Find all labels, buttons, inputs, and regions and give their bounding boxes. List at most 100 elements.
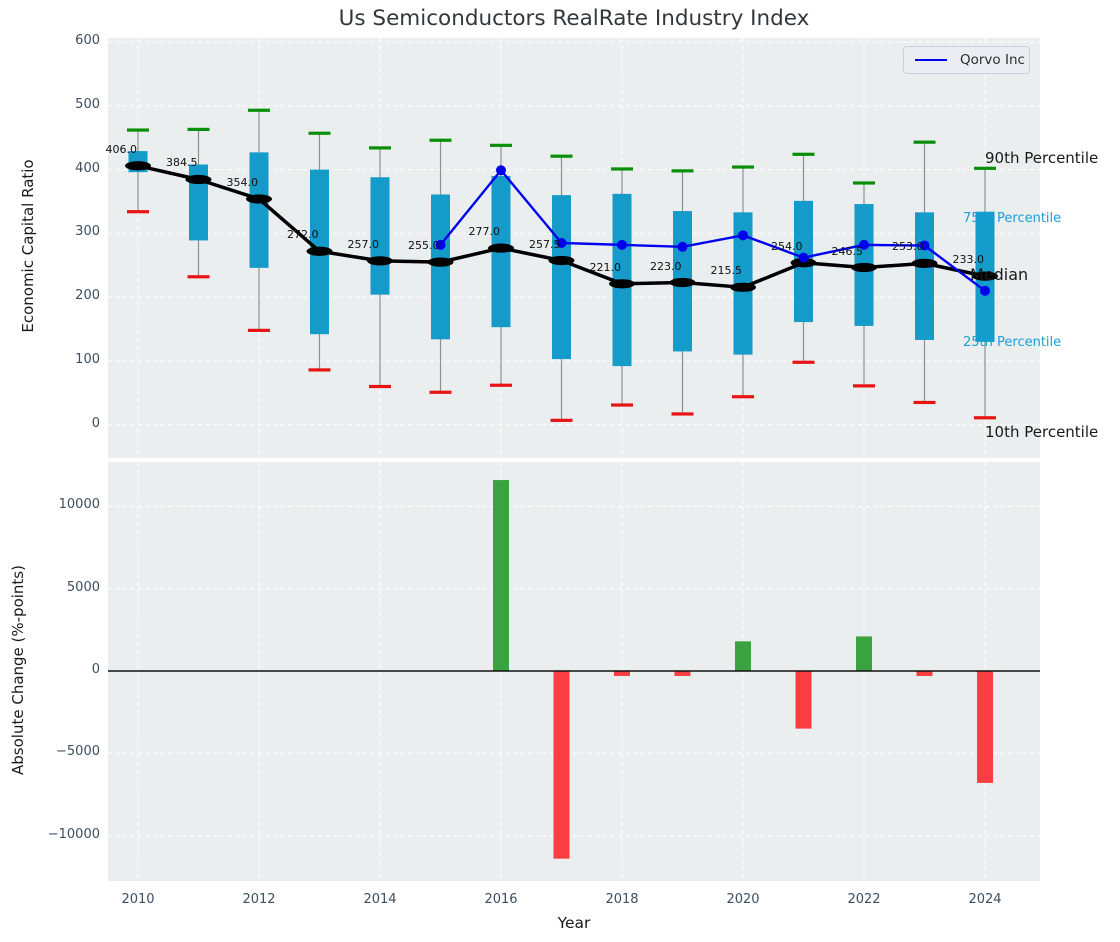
- x-axis-label: Year: [557, 914, 591, 932]
- median-value-label-2020: 215.5: [710, 264, 743, 278]
- xtick-2018: 2018: [605, 892, 639, 907]
- iqr-box-2017: [552, 195, 571, 360]
- p10-cap-2021: [792, 360, 815, 364]
- company-point-2022: [859, 239, 869, 250]
- top-ytick-400: 400: [75, 160, 100, 176]
- company-point-2017: [556, 237, 567, 248]
- company-point-2016: [496, 165, 506, 176]
- bottom-ytick-0: 0: [91, 662, 100, 677]
- bottom-ytick-5000: 5000: [66, 579, 100, 595]
- median-value-label-2024: 233.0: [952, 253, 985, 267]
- p90-cap-2023: [913, 140, 936, 144]
- p90-cap-2010: [127, 128, 149, 132]
- p90-cap-2014: [369, 146, 391, 150]
- company-point-2021: [798, 252, 809, 263]
- company-point-2024: [980, 285, 990, 296]
- median-value-label-2014: 257.0: [347, 237, 380, 251]
- median-marker-2012: [246, 194, 272, 204]
- legend-line-icon: [915, 59, 947, 61]
- p90-cap-2019: [671, 169, 694, 173]
- chart-title: Us Semiconductors RealRate Industry Inde…: [338, 6, 810, 31]
- p10-cap-2016: [490, 383, 512, 387]
- bar-2016: [493, 480, 509, 671]
- median-value-label-2010: 406.0: [105, 142, 138, 156]
- right-label-median: Median: [970, 264, 1029, 284]
- company-point-2020: [738, 230, 748, 241]
- iqr-box-2014: [370, 177, 390, 295]
- p90-cap-2021: [792, 152, 815, 156]
- median-value-label-2015: 255.0: [408, 239, 440, 253]
- company-point-2015: [435, 239, 446, 250]
- p10-cap-2015: [429, 390, 452, 394]
- median-marker-2017: [548, 255, 575, 266]
- company-point-2018: [617, 239, 627, 250]
- median-value-label-2021: 254.0: [771, 239, 803, 253]
- median-value-label-2019: 223.0: [650, 259, 682, 273]
- p90-cap-2022: [853, 181, 875, 185]
- bar-2018: [614, 671, 630, 676]
- top-ytick-500: 500: [75, 96, 100, 112]
- median-marker-2011: [185, 174, 212, 185]
- bottom-ytick--5000: −5000: [56, 744, 100, 760]
- company-point-2019: [677, 241, 688, 252]
- median-value-label-2012: 354.0: [226, 175, 259, 189]
- median-marker-2024: [972, 271, 998, 281]
- right-label-10th-percentile: 10th Percentile: [985, 423, 1099, 442]
- bottom-ytick--10000: −10000: [47, 826, 100, 842]
- company-point-2023: [919, 240, 930, 251]
- bar-2019: [674, 671, 691, 676]
- median-marker-2020: [730, 282, 756, 292]
- xtick-2010: 2010: [121, 892, 155, 907]
- xtick-2014: 2014: [363, 892, 397, 907]
- p10-cap-2018: [611, 403, 633, 407]
- p10-cap-2024: [974, 416, 996, 420]
- median-marker-2019: [669, 277, 696, 288]
- p90-cap-2015: [429, 138, 452, 142]
- p90-cap-2012: [248, 108, 270, 112]
- median-marker-2018: [609, 279, 635, 289]
- bar-2021: [795, 671, 812, 729]
- top-ytick-0: 0: [91, 415, 100, 431]
- bar-2022: [856, 636, 872, 671]
- p10-cap-2011: [187, 275, 210, 279]
- company-line: [439, 168, 986, 292]
- median-marker-2016: [488, 243, 514, 253]
- iqr-box-2015: [431, 194, 450, 340]
- p10-cap-2023: [913, 400, 936, 405]
- bar-2017: [553, 671, 570, 859]
- xtick-2020: 2020: [726, 892, 760, 907]
- median-value-label-2011: 384.5: [166, 156, 198, 170]
- median-value-label-2016: 277.0: [468, 225, 501, 239]
- top-y-axis-label: Economic Capital Ratio: [19, 159, 37, 333]
- p10-cap-2010: [127, 210, 149, 214]
- median-value-label-2023: 253.0: [892, 240, 924, 254]
- xtick-2022: 2022: [847, 892, 881, 907]
- median-value-label-2013: 272.0: [287, 228, 319, 242]
- median-marker-2013: [306, 246, 333, 256]
- legend-label: Qorvo Inc: [960, 52, 1025, 68]
- top-ytick-100: 100: [75, 352, 100, 367]
- median-value-label-2018: 221.0: [589, 260, 622, 274]
- bottom-y-axis-label: Absolute Change (%-points): [9, 565, 27, 775]
- p10-cap-2019: [671, 412, 694, 416]
- iqr-box-2023: [915, 212, 934, 340]
- median-value-label-2022: 246.5: [831, 244, 864, 258]
- median-value-label-2017: 257.5: [529, 237, 561, 251]
- bar-2023: [916, 671, 933, 676]
- p90-cap-2018: [611, 167, 633, 171]
- p90-cap-2011: [187, 127, 210, 132]
- top-ytick-600: 600: [75, 33, 100, 48]
- p90-cap-2013: [308, 131, 331, 135]
- p10-cap-2014: [369, 384, 391, 389]
- legend: Qorvo Inc: [903, 46, 1030, 74]
- p10-cap-2012: [248, 328, 270, 332]
- top-ytick-300: 300: [75, 224, 100, 240]
- bar-2020: [735, 641, 751, 671]
- bottom-ytick-10000: 10000: [58, 497, 100, 513]
- right-label-90th-percentile: 90th Percentile: [985, 148, 1099, 167]
- p90-cap-2017: [550, 154, 573, 158]
- median-marker-2022: [851, 262, 877, 273]
- xtick-2016: 2016: [484, 892, 518, 907]
- p10-cap-2017: [550, 418, 573, 422]
